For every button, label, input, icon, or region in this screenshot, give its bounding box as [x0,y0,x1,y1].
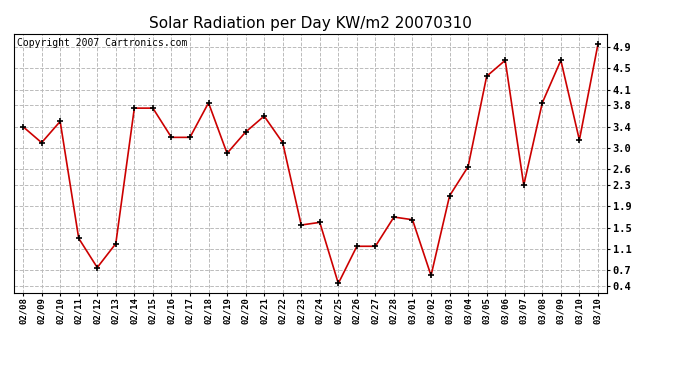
Text: Copyright 2007 Cartronics.com: Copyright 2007 Cartronics.com [17,38,187,48]
Title: Solar Radiation per Day KW/m2 20070310: Solar Radiation per Day KW/m2 20070310 [149,16,472,31]
